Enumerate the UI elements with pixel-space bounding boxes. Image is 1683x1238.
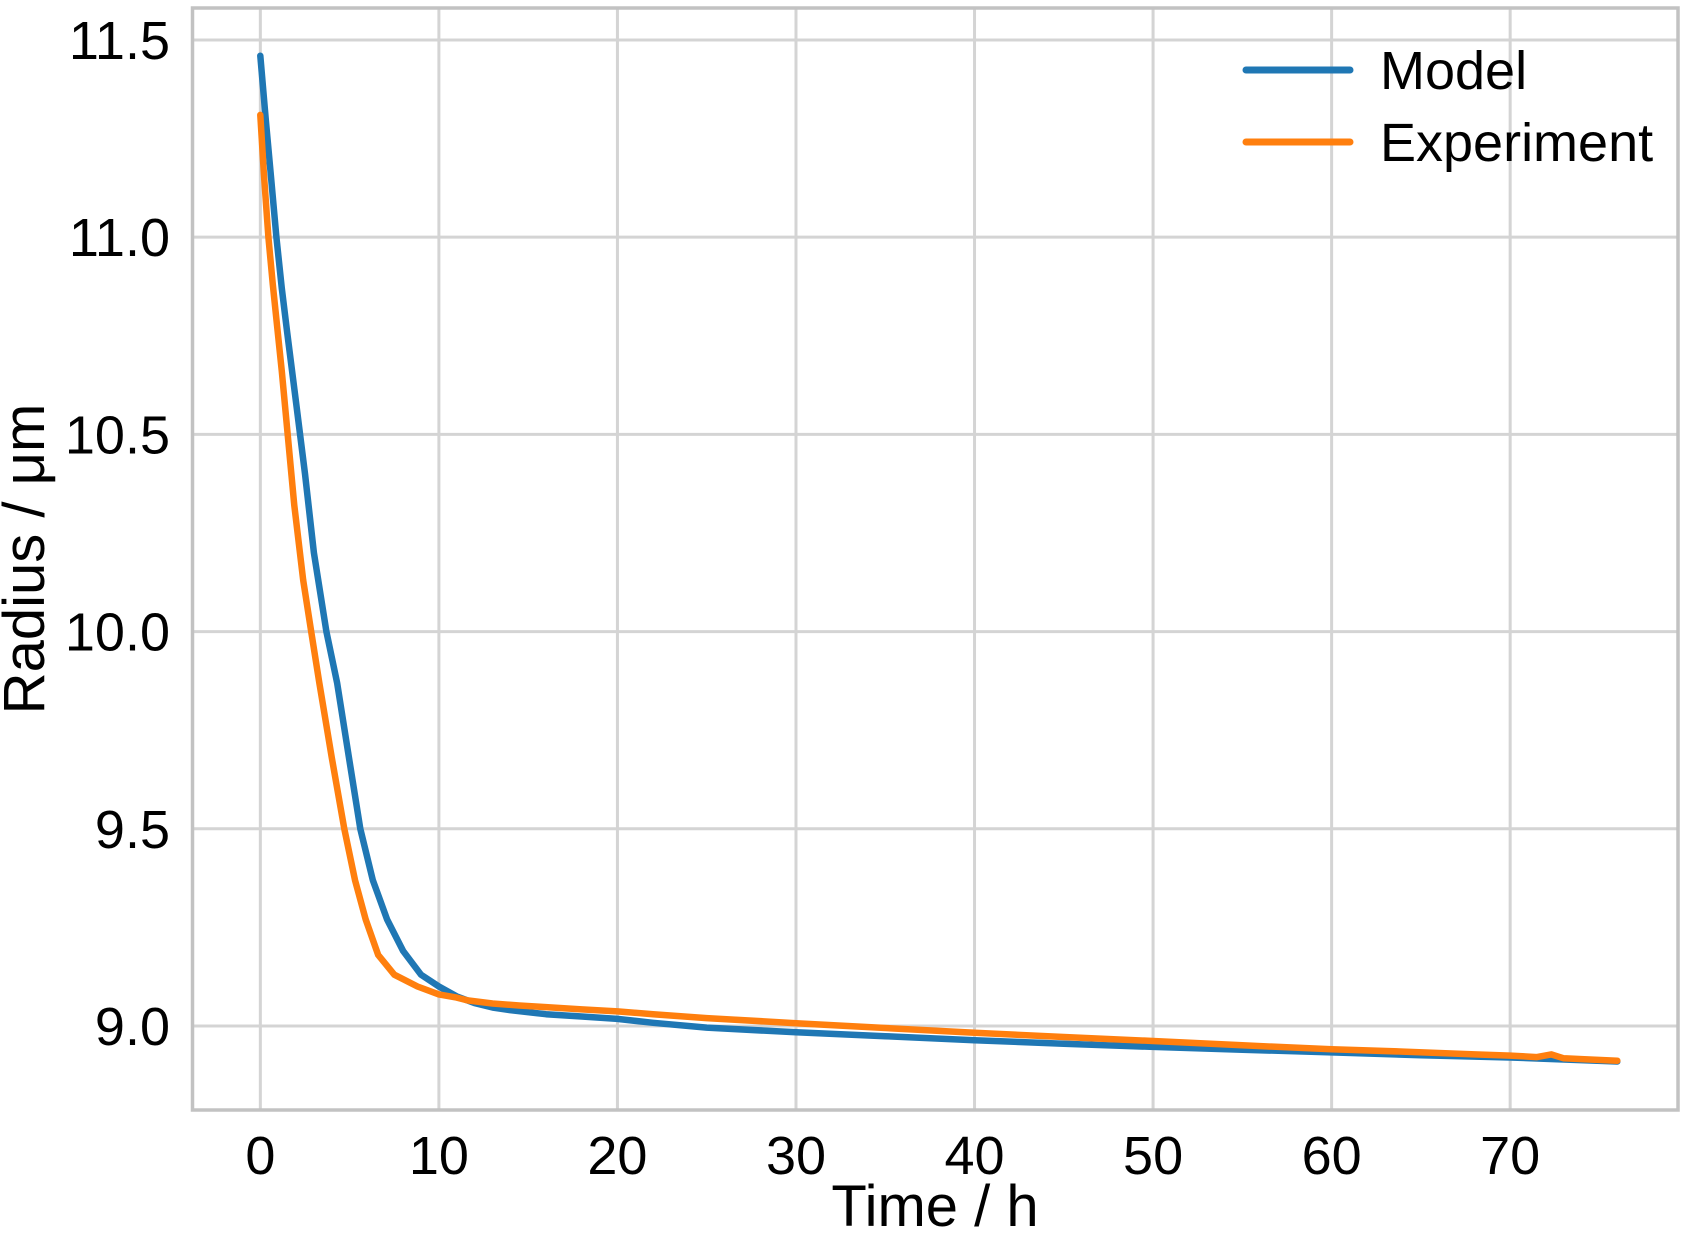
y-tick-label: 9.0 <box>95 997 170 1057</box>
series-line-model <box>257 52 1621 1065</box>
x-axis-label: Time / h <box>831 1174 1038 1238</box>
legend-label-model: Model <box>1380 41 1527 101</box>
y-tick-label: 11.5 <box>69 11 170 71</box>
x-tick-label: 30 <box>766 1126 826 1186</box>
plot-frame <box>190 6 1680 1112</box>
plot-area: 0 10 20 30 40 50 60 70 9.0 9.5 10.0 10.5 11.0 11.5 Mod… <box>65 6 1680 1186</box>
legend-label-experiment: Experiment <box>1380 113 1653 173</box>
series-line-experiment <box>257 111 1621 1064</box>
x-tick-label: 50 <box>1123 1126 1183 1186</box>
x-tick-label: 60 <box>1302 1126 1362 1186</box>
x-tick-label: 0 <box>245 1126 275 1186</box>
x-tick-label: 10 <box>409 1126 469 1186</box>
y-tick-label: 11.0 <box>69 208 170 268</box>
y-tick-label: 10.0 <box>65 603 170 663</box>
x-tick-label: 40 <box>944 1126 1004 1186</box>
y-axis-label: Radius / μm <box>0 404 57 715</box>
y-tick-label: 9.5 <box>95 800 170 860</box>
x-tick-label: 70 <box>1480 1126 1540 1186</box>
x-tick-label: 20 <box>587 1126 647 1186</box>
y-tick-label: 10.5 <box>65 405 170 465</box>
legend: Model Experiment <box>1242 41 1653 173</box>
